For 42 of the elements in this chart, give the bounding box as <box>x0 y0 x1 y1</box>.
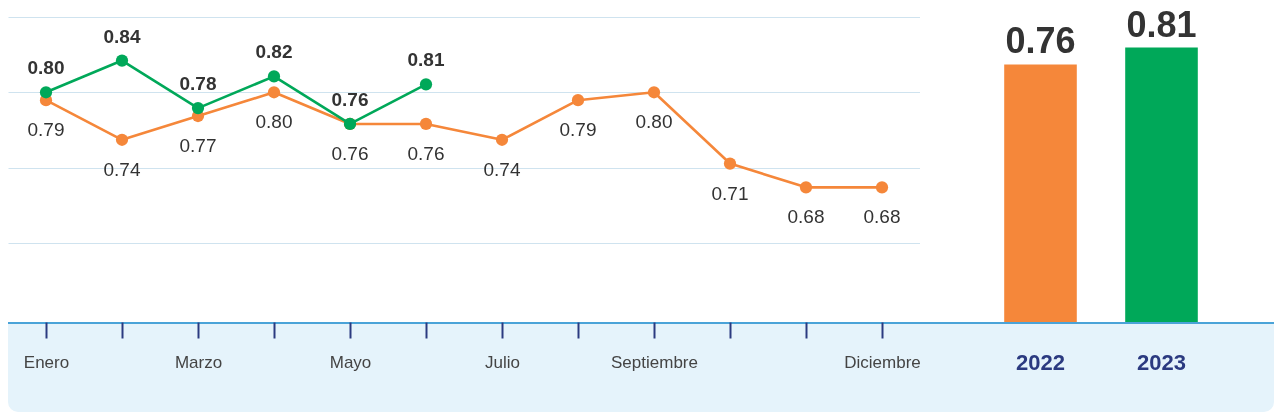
point <box>115 54 129 67</box>
data-label: 0.80 <box>635 111 673 133</box>
point <box>419 117 433 131</box>
x-tick-label: Mayo <box>329 352 372 372</box>
data-label: 0.76 <box>331 142 369 164</box>
data-label: 0.81 <box>1126 3 1197 45</box>
point <box>723 157 737 170</box>
data-label: 0.79 <box>559 119 597 141</box>
point <box>799 181 813 194</box>
point <box>267 86 281 99</box>
point <box>571 94 585 107</box>
data-label: 0.76 <box>1005 20 1076 62</box>
point <box>419 78 433 91</box>
x-tick-label: Enero <box>23 352 70 372</box>
data-label: 0.68 <box>863 206 901 228</box>
point <box>267 70 281 83</box>
data-label: 0.80 <box>255 111 293 133</box>
data-label: 0.76 <box>407 142 445 164</box>
data-label: 0.84 <box>103 25 141 47</box>
point <box>191 101 205 115</box>
point <box>39 86 53 99</box>
data-label: 0.74 <box>483 158 521 180</box>
point <box>495 133 509 146</box>
data-label: 0.82 <box>255 41 293 63</box>
point <box>875 181 889 194</box>
data-label: 0.80 <box>27 57 65 79</box>
data-label: 0.74 <box>103 158 141 180</box>
x-tick-label: Marzo <box>174 352 223 372</box>
data-label: 0.71 <box>711 182 749 204</box>
x-tick-label: Septiembre <box>611 352 698 372</box>
x-tick-label: Julio <box>485 352 520 372</box>
data-label: 0.76 <box>331 88 369 110</box>
point <box>647 86 661 99</box>
x-tick-label: Diciembre <box>844 352 921 372</box>
data-label: 0.79 <box>27 119 65 141</box>
data-label: 0.68 <box>787 206 825 228</box>
point <box>115 133 129 146</box>
data-label: 0.77 <box>179 135 217 157</box>
x-tick-label: 2022 <box>1016 349 1065 375</box>
data-label: 0.81 <box>407 49 445 71</box>
x-tick-label: 2023 <box>1137 349 1186 375</box>
data-label: 0.78 <box>179 73 217 95</box>
